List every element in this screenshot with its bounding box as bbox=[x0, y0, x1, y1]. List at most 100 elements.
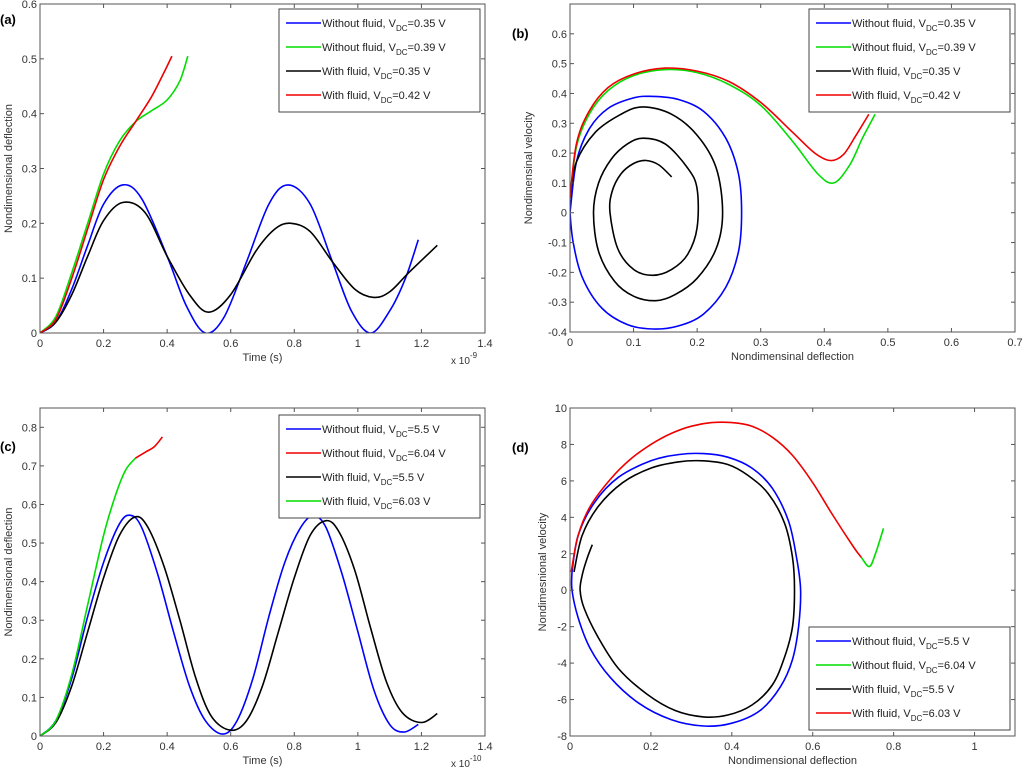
y-tick-label: 0.6 bbox=[22, 0, 37, 11]
series-line-1 bbox=[570, 452, 802, 727]
y-tick-label: 0.2 bbox=[22, 218, 37, 230]
x-tick-label: 1.4 bbox=[477, 338, 492, 350]
legend-label: Without fluid, VDC=0.39 V bbox=[322, 42, 446, 57]
series-line-4 bbox=[40, 55, 173, 333]
series-line-3 bbox=[573, 459, 796, 718]
legend-item: With fluid, VDC=0.42 V bbox=[816, 90, 961, 105]
legend-item: With fluid, VDC=5.5 V bbox=[816, 684, 955, 699]
x-tick-label: 0.1 bbox=[626, 337, 641, 349]
legend-label: With fluid, VDC=0.35 V bbox=[852, 66, 961, 81]
y-tick-label: 0.5 bbox=[22, 538, 37, 550]
y-tick-label: 4 bbox=[561, 512, 567, 524]
x-tick-label: 0.4 bbox=[817, 337, 832, 349]
panel-d: 0 0.2 0.4 0.6 0.8 1 -8 -6 -4 -2 0 2 4 6 8 10 Nondimensio… bbox=[512, 403, 1016, 767]
x-tick-label: 0.4 bbox=[159, 338, 174, 350]
legend: Without fluid, VDC=0.35 V Without fluid, … bbox=[808, 8, 1011, 113]
panel-label: (d) bbox=[512, 440, 529, 455]
y-tick-label: 0.1 bbox=[552, 178, 567, 190]
series-line-4 bbox=[570, 421, 862, 573]
y-tick-label: 2 bbox=[561, 549, 567, 561]
x-axis-label: Nondimensional deflection bbox=[728, 755, 857, 767]
x-tick-label: 0.6 bbox=[223, 338, 238, 350]
legend-label: With fluid, VDC=0.35 V bbox=[322, 66, 431, 81]
y-tick-label: 0.1 bbox=[22, 692, 37, 704]
x-tick-label: 0.6 bbox=[223, 741, 238, 753]
x-tick-label: 0.2 bbox=[96, 338, 111, 350]
legend-label: With fluid, VDC=5.5 V bbox=[852, 684, 955, 699]
x-tick-label: 0.8 bbox=[886, 741, 901, 753]
x-tick-label: 0.2 bbox=[689, 337, 704, 349]
legend-item: Without fluid, VDC=0.35 V bbox=[286, 18, 446, 33]
y-tick-label: 0.2 bbox=[22, 654, 37, 666]
legend-label: With fluid, VDC=5.5 V bbox=[322, 472, 425, 487]
panel-c: 0 0.2 0.4 0.6 0.8 1 1.2 1.4 0 0.1 0.2 0.3 0.4 0.5 0.6 0… bbox=[0, 407, 493, 770]
y-axis-label: Nondimensional deflection bbox=[3, 104, 15, 233]
legend-label: Without fluid, VDC=0.35 V bbox=[852, 18, 976, 33]
legend-label: Without fluid, VDC=5.5 V bbox=[322, 424, 440, 439]
series-line-2 bbox=[40, 55, 189, 333]
y-tick-label: -0.3 bbox=[548, 297, 567, 309]
axes-frame bbox=[39, 407, 486, 737]
series-line-2 bbox=[134, 436, 164, 459]
y-axis-label: Nondimesnional velocity bbox=[537, 512, 549, 631]
x-tick-label: 0 bbox=[567, 741, 573, 753]
legend-item: Without fluid, VDC=6.04 V bbox=[816, 660, 976, 675]
legend-item: With fluid, VDC=0.35 V bbox=[816, 66, 961, 81]
y-tick-label: -0.4 bbox=[548, 327, 567, 339]
y-tick-label: 0 bbox=[31, 328, 37, 340]
y-tick-label: 0.5 bbox=[552, 59, 567, 71]
legend-item: Without fluid, VDC=0.39 V bbox=[816, 42, 976, 57]
x-tick-label: 0 bbox=[37, 338, 43, 350]
panel-b: 0 0.1 0.2 0.3 0.4 0.5 0.6 0.7 -0.4 -0.3 -0.2 -0.1 0 0… bbox=[512, 3, 1023, 363]
x-tick-label: 1 bbox=[355, 741, 361, 753]
legend: Without fluid, VDC=5.5 V Without fluid, V… bbox=[808, 626, 1011, 731]
series-line-1 bbox=[570, 95, 743, 330]
legend-label: Without fluid, VDC=0.35 V bbox=[322, 18, 446, 33]
y-tick-label: 6 bbox=[561, 476, 567, 488]
series-line-2 bbox=[570, 68, 876, 198]
series-group bbox=[570, 421, 885, 727]
x-axis-label: Time (s) bbox=[243, 755, 283, 767]
legend-label: With fluid, VDC=0.42 V bbox=[322, 90, 431, 105]
y-tick-label: 0.4 bbox=[22, 109, 37, 121]
y-tick-label: -0.1 bbox=[548, 238, 567, 250]
x-tick-label: 0.4 bbox=[159, 741, 174, 753]
legend-label: With fluid, VDC=6.03 V bbox=[322, 496, 431, 511]
legend-label: Without fluid, VDC=6.04 V bbox=[322, 448, 446, 463]
y-tick-label: 10 bbox=[555, 403, 567, 415]
y-tick-label: 0 bbox=[561, 208, 567, 220]
legend-item: With fluid, VDC=5.5 V bbox=[286, 472, 425, 487]
panel-label: (b) bbox=[512, 26, 529, 41]
y-tick-label: 0.3 bbox=[552, 118, 567, 130]
x-tick-label: 0.6 bbox=[805, 741, 820, 753]
y-axis-label: Nondimensinal velocity bbox=[523, 111, 535, 224]
legend-label: With fluid, VDC=0.42 V bbox=[852, 90, 961, 105]
x-exponent-label: x 10-10 bbox=[451, 754, 482, 770]
series-line-4 bbox=[40, 457, 137, 736]
x-tick-label: 1.4 bbox=[477, 741, 492, 753]
series-group bbox=[40, 55, 438, 333]
legend-label: Without fluid, VDC=6.04 V bbox=[852, 660, 976, 675]
y-tick-label: 0.4 bbox=[552, 88, 567, 100]
y-tick-label: 0.2 bbox=[552, 148, 567, 160]
legend: Without fluid, VDC=5.5 V Without fluid, V… bbox=[278, 414, 481, 519]
x-tick-label: 0.5 bbox=[880, 337, 895, 349]
y-tick-label: -8 bbox=[557, 731, 567, 743]
y-tick-label: 0.5 bbox=[22, 54, 37, 66]
panel-label: (c) bbox=[0, 439, 16, 454]
axes-frame bbox=[569, 3, 1016, 333]
y-tick-label: 0.8 bbox=[22, 422, 37, 434]
legend-label: Without fluid, VDC=0.39 V bbox=[852, 42, 976, 57]
x-axis-label: Time (s) bbox=[243, 352, 283, 364]
series-group bbox=[570, 67, 876, 330]
legend-item: With fluid, VDC=0.35 V bbox=[286, 66, 431, 81]
legend-item: With fluid, VDC=6.03 V bbox=[286, 496, 431, 511]
x-exponent-label: x 10-9 bbox=[451, 351, 478, 367]
panel-label: (a) bbox=[0, 12, 16, 27]
y-axis-label: Nondimensional deflection bbox=[3, 507, 15, 636]
x-tick-label: 1 bbox=[355, 338, 361, 350]
legend-item: With fluid, VDC=6.03 V bbox=[816, 708, 961, 723]
y-tick-label: -0.2 bbox=[548, 267, 567, 279]
legend-item: Without fluid, VDC=6.04 V bbox=[286, 448, 446, 463]
